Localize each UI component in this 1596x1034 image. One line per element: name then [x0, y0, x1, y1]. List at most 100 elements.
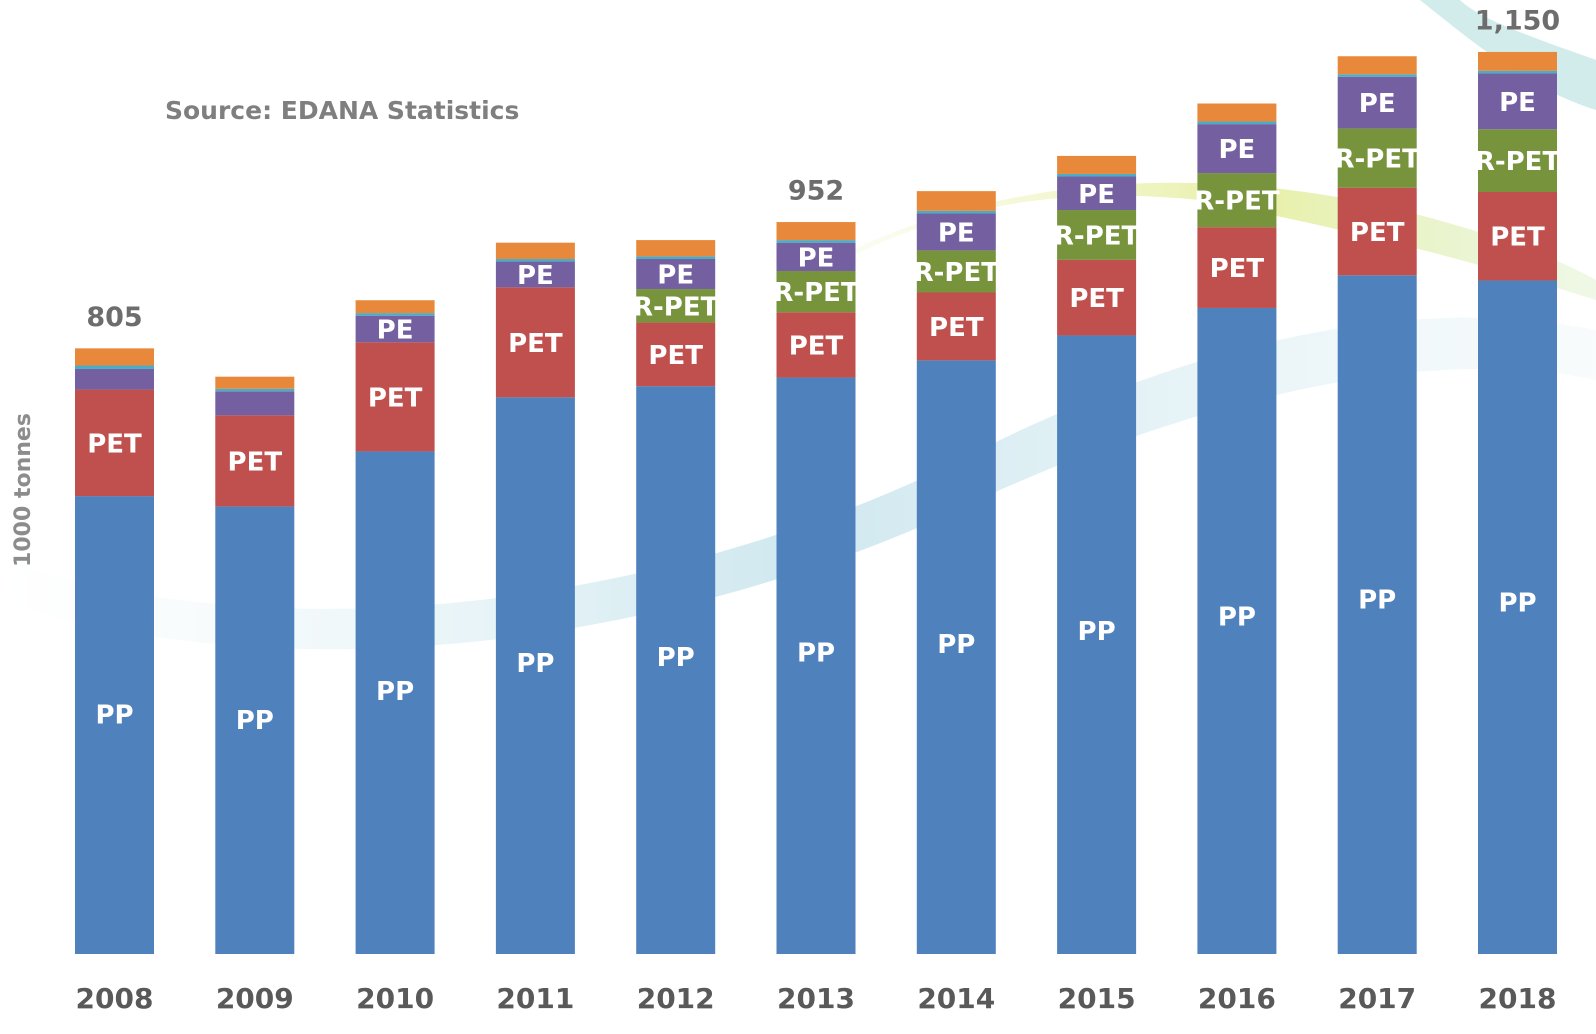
bar-segment — [916, 191, 996, 211]
bar-segment — [916, 292, 996, 361]
bar-segment — [355, 451, 435, 954]
bar-segment — [495, 242, 575, 259]
bar-segment — [1057, 173, 1137, 177]
bar-segment — [355, 342, 435, 452]
segment-label: PE — [517, 261, 554, 291]
x-tick-label: 2015 — [1058, 982, 1136, 1015]
bar-segment — [1337, 275, 1417, 954]
bar-segment — [75, 389, 154, 497]
segment-label: PP — [937, 630, 975, 660]
segment-label: PP — [1078, 617, 1116, 647]
bar-segment — [215, 388, 295, 392]
bar-segment — [215, 376, 295, 389]
segment-label: PE — [377, 316, 414, 346]
bar-segment — [776, 240, 856, 243]
bar-segment — [495, 397, 575, 954]
x-tick-label: 2018 — [1479, 982, 1557, 1015]
segment-label: PET — [648, 341, 703, 371]
bar-segment — [1478, 191, 1557, 281]
segment-label: PE — [1078, 180, 1115, 210]
bar-segment — [1197, 103, 1277, 122]
bar-segment — [916, 213, 996, 251]
bar-segment — [215, 506, 295, 954]
bar-segment — [1337, 76, 1417, 129]
x-tick-label: 2009 — [216, 982, 294, 1015]
segment-label: PP — [1358, 586, 1396, 616]
bar-segment — [1057, 210, 1137, 260]
bar-segment — [355, 300, 435, 314]
segment-label: R-PET — [773, 278, 859, 308]
bar-segment — [495, 258, 575, 262]
bar-segment — [1197, 124, 1277, 174]
bar-segment — [1197, 173, 1277, 228]
bar-segment — [1478, 51, 1557, 71]
bar-segment — [355, 313, 435, 316]
bar-segment — [636, 289, 716, 323]
bar-segment — [916, 210, 996, 214]
bar-segment — [495, 287, 575, 398]
bar-segment — [636, 322, 716, 387]
segment-label: PET — [87, 429, 142, 459]
bar-segment — [776, 222, 856, 241]
background-swirl — [740, 182, 1596, 320]
x-tick-label: 2010 — [356, 982, 434, 1015]
bar-segment — [1057, 155, 1137, 174]
segment-label: PET — [1490, 223, 1545, 253]
segment-label: PE — [1218, 135, 1255, 165]
segment-label: PET — [1069, 284, 1124, 314]
bar-segment — [1478, 73, 1557, 130]
segment-label: R-PET — [1194, 187, 1280, 217]
bar-segment — [1478, 70, 1557, 74]
segment-label: PP — [657, 643, 695, 673]
bar-segment — [916, 360, 996, 955]
segment-label: R-PET — [633, 292, 719, 322]
segment-label: PP — [1218, 603, 1256, 633]
bar-segment — [1337, 74, 1417, 77]
source: Source: EDANA Statistics — [165, 96, 519, 125]
x-tick-label: 2008 — [76, 982, 154, 1015]
bar-segment — [1057, 259, 1137, 336]
segment-label: PET — [929, 313, 984, 343]
bar-segment — [1478, 129, 1557, 192]
x-tick-label: 2014 — [917, 982, 995, 1015]
bar-segment — [1337, 187, 1417, 276]
segment-label: R-PET — [1475, 147, 1561, 177]
segment-label: R-PET — [1335, 145, 1421, 175]
bar-segment — [75, 365, 154, 369]
segment-label: PE — [798, 243, 835, 273]
segment-label: PP — [1498, 588, 1536, 618]
segment-label: PET — [1350, 218, 1405, 248]
background-swirl — [0, 317, 1596, 650]
segment-label: PP — [376, 677, 414, 707]
bar-segment — [75, 368, 154, 390]
segment-label: PET — [1210, 254, 1265, 284]
x-tick-label: 2011 — [496, 982, 574, 1015]
bar-segment — [776, 377, 856, 954]
x-tick-label: 2013 — [777, 982, 855, 1015]
segment-label: PE — [657, 261, 694, 291]
segment-label: PET — [508, 329, 563, 359]
total-label: 952 — [788, 176, 844, 207]
segment-label: R-PET — [914, 258, 1000, 288]
bar-segment — [636, 386, 716, 955]
x-tick-label: 2016 — [1198, 982, 1276, 1015]
bar-segment — [75, 496, 154, 954]
bar-segment — [355, 315, 435, 343]
bar-segment — [636, 258, 716, 290]
bar-segment — [1197, 121, 1277, 125]
bar-segment — [1057, 176, 1137, 211]
bar-segment — [495, 261, 575, 288]
bar-segment — [1197, 307, 1277, 954]
bar-segment — [1337, 56, 1417, 75]
bar-segment — [1478, 280, 1557, 954]
bar-segment — [1337, 128, 1417, 188]
x-tick-label: 2012 — [637, 982, 715, 1015]
bar-segment — [75, 348, 154, 366]
segment-label: PET — [368, 383, 423, 413]
segment-label: R-PET — [1054, 221, 1140, 251]
segment-label: PE — [1359, 89, 1396, 119]
bar-segment — [776, 242, 856, 272]
bar-segment — [215, 415, 295, 507]
